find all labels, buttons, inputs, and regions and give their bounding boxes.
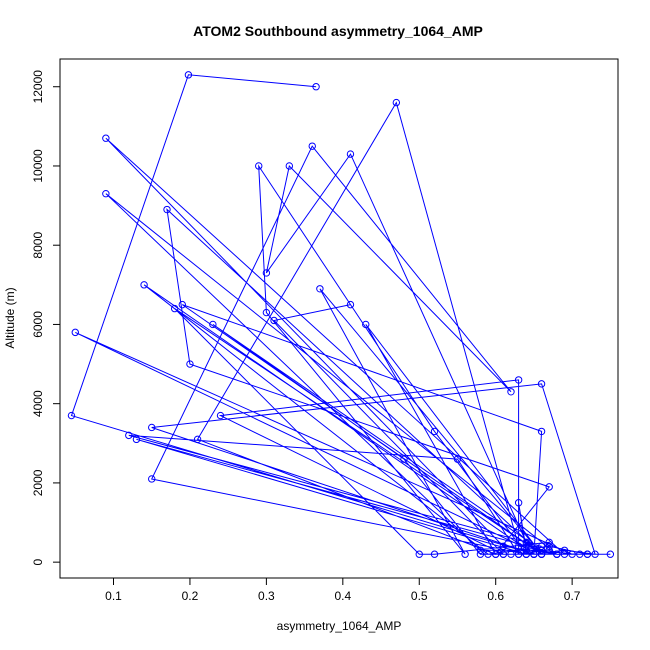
data-point: [316, 285, 324, 293]
data-point: [537, 546, 546, 554]
data-point: [568, 550, 576, 558]
plot-area: [59, 58, 619, 579]
y-tick-label: 10000: [31, 149, 45, 183]
data-point: [522, 550, 530, 558]
data-point: [576, 550, 584, 558]
data-point: [346, 150, 355, 158]
data-point: [170, 304, 179, 313]
data-point: [67, 411, 76, 420]
data-point: [545, 542, 553, 551]
data-point: [125, 431, 133, 440]
data-point: [491, 550, 500, 558]
data-point: [522, 546, 530, 554]
data-point: [430, 427, 439, 436]
data-point: [553, 550, 561, 558]
data-point: [530, 550, 538, 558]
data-point: [560, 546, 569, 554]
data-point: [140, 281, 148, 289]
data-point: [514, 499, 523, 507]
data-point: [312, 83, 320, 91]
data-point: [430, 550, 439, 558]
data-point: [102, 190, 110, 198]
data-point: [308, 142, 316, 150]
data-point: [514, 376, 523, 384]
data-point: [193, 435, 202, 444]
data-point: [476, 550, 485, 558]
data-point: [262, 269, 271, 277]
data-point: [255, 162, 263, 170]
data-point: [186, 360, 194, 368]
data-point: [537, 542, 546, 551]
data-point: [148, 475, 156, 483]
data-point: [270, 316, 278, 325]
data-point: [499, 542, 508, 551]
data-point: [461, 550, 469, 558]
data-point: [591, 550, 599, 558]
plot-frame: [59, 58, 619, 579]
data-point: [537, 380, 546, 388]
data-point: [163, 205, 171, 214]
data-point: [209, 320, 217, 329]
chart-title: ATOM2 Southbound asymmetry_1064_AMP: [193, 23, 483, 39]
data-point: [476, 546, 485, 554]
data-point: [216, 411, 225, 420]
data-point: [560, 550, 569, 558]
data-point: [178, 300, 187, 309]
data-point: [507, 388, 515, 396]
data-point: [392, 98, 401, 107]
data-point: [262, 308, 271, 317]
x-tick-label: 0.3: [258, 589, 275, 603]
data-point: [148, 423, 156, 432]
x-tick-label: 0.6: [487, 589, 504, 603]
data-point: [537, 550, 546, 558]
data-point: [184, 71, 193, 79]
data-point: [606, 550, 615, 558]
data-point: [400, 455, 408, 463]
x-tick-label: 0.4: [334, 589, 351, 603]
series-group: [67, 71, 615, 558]
data-point: [583, 550, 592, 558]
data-point: [132, 435, 141, 444]
data-point: [507, 550, 515, 558]
series-line: [70, 74, 611, 556]
y-tick-label: 0: [31, 558, 45, 565]
data-point: [415, 550, 423, 558]
data-point: [537, 427, 546, 436]
data-point: [484, 550, 492, 558]
data-point: [522, 538, 530, 547]
data-point: [545, 483, 553, 491]
data-point: [545, 546, 553, 554]
data-point: [453, 455, 462, 463]
y-tick-label: 2000: [31, 469, 45, 496]
x-tick-label: 0.1: [105, 589, 122, 603]
data-point: [362, 320, 370, 329]
data-point: [285, 162, 294, 170]
x-tick-label: 0.5: [411, 589, 428, 603]
y-tick-label: 4000: [31, 390, 45, 417]
data-point: [71, 328, 79, 337]
x-tick-label: 0.7: [564, 589, 581, 603]
data-point: [545, 538, 553, 547]
x-axis-label: asymmetry_1064_AMP: [277, 619, 402, 633]
y-axis-label: Altitude (m): [3, 287, 17, 348]
y-tick-label: 12000: [31, 70, 45, 104]
y-tick-label: 8000: [31, 232, 45, 259]
data-point: [514, 550, 523, 558]
data-point: [102, 134, 110, 142]
data-point: [526, 546, 534, 554]
data-point: [499, 550, 508, 558]
x-axis: 0.1 0.2 0.3 0.4 0.5 0.6 0.7: [105, 577, 581, 603]
y-tick-label: 6000: [31, 311, 45, 338]
data-point: [346, 300, 355, 309]
data-point: [514, 542, 523, 551]
x-tick-label: 0.2: [182, 589, 199, 603]
y-axis: 0 2000 4000 6000 8000 10000 12000: [31, 70, 61, 565]
